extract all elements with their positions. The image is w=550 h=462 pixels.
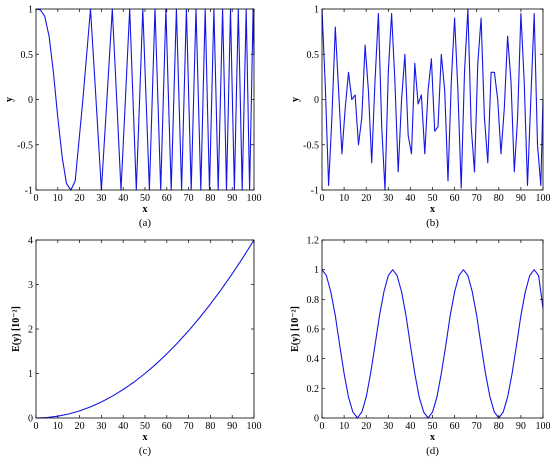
x-tick-label: 60 — [162, 193, 172, 204]
x-tick-label: 60 — [450, 421, 460, 432]
y-tick-label: 1 — [28, 5, 33, 16]
x-tick-label: 20 — [361, 193, 371, 204]
y-axis-label: y — [290, 97, 301, 102]
x-tick-label: 40 — [118, 421, 128, 432]
x-tick-label: 20 — [75, 421, 85, 432]
series-line — [321, 8, 544, 191]
x-tick-label: 50 — [140, 421, 150, 432]
x-tick-label: 10 — [339, 193, 349, 204]
y-tick-label: 0.5 — [307, 50, 320, 61]
x-tick-label: 100 — [536, 193, 550, 204]
y-tick-label: 0 — [314, 414, 319, 425]
x-tick-label: 20 — [361, 421, 371, 432]
x-tick-label: 0 — [320, 421, 325, 432]
x-tick-label: 60 — [450, 193, 460, 204]
x-tick-label: 70 — [472, 193, 482, 204]
x-tick-label: 0 — [320, 193, 325, 204]
y-tick-label: -1 — [311, 186, 319, 197]
x-tick-label: 60 — [162, 421, 172, 432]
panel-b: 0 10 20 30 40 50 60 70 80 90 100 -1 -0.5 0 0.5 1 x y (b) — [290, 5, 550, 230]
x-axis-label: x — [430, 432, 435, 443]
x-tick-label: 80 — [205, 421, 215, 432]
x-tick-label: 100 — [247, 193, 262, 204]
x-tick-label: 80 — [494, 193, 504, 204]
series-line — [35, 8, 255, 191]
x-tick-label: 90 — [516, 421, 526, 432]
x-tick-label: 80 — [494, 421, 504, 432]
y-tick-label: -0.5 — [17, 140, 33, 151]
x-tick-label: 100 — [247, 421, 262, 432]
x-tick-label: 90 — [227, 193, 237, 204]
panel-caption: (d) — [426, 445, 439, 457]
x-tick-label: 50 — [140, 193, 150, 204]
y-axis-label: E(y) [10⁻²] — [290, 306, 301, 352]
x-tick-label: 10 — [53, 193, 63, 204]
plot-frame — [321, 239, 544, 419]
x-tick-label: 30 — [383, 193, 393, 204]
y-tick-label: 0 — [314, 95, 319, 106]
x-tick-label: 70 — [184, 421, 194, 432]
y-tick-label: 0.2 — [307, 384, 320, 395]
panel-d: 0 10 20 30 40 50 60 70 80 90 100 0 0.2 0.4 0.6 0.8 1 1.2 x… — [290, 236, 550, 458]
x-tick-label: 30 — [383, 421, 393, 432]
x-axis-label: x — [143, 432, 148, 443]
y-axis-label: y — [4, 97, 15, 102]
x-tick-label: 10 — [339, 421, 349, 432]
y-tick-label: 0 — [28, 95, 33, 106]
y-axis-label: E(y) [10⁻²] — [11, 306, 22, 352]
x-tick-label: 90 — [516, 193, 526, 204]
x-tick-label: 20 — [75, 193, 85, 204]
y-tick-label: 0.6 — [307, 325, 320, 336]
x-tick-label: 80 — [205, 193, 215, 204]
y-tick-label: 3 — [28, 280, 33, 291]
y-tick-label: -0.5 — [303, 140, 319, 151]
y-tick-label: 1 — [314, 5, 319, 16]
panel-caption: (a) — [139, 217, 152, 229]
y-tick-label: -1 — [25, 186, 33, 197]
x-tick-label: 90 — [227, 421, 237, 432]
x-tick-label: 70 — [472, 421, 482, 432]
y-tick-label: 1 — [28, 369, 33, 380]
x-tick-label: 0 — [34, 193, 39, 204]
series-line — [321, 269, 544, 419]
x-tick-label: 30 — [96, 193, 106, 204]
x-tick-label: 40 — [405, 193, 415, 204]
x-tick-label: 30 — [96, 421, 106, 432]
y-tick-label: 1 — [314, 265, 319, 276]
series-line — [35, 239, 255, 419]
y-tick-label: 0.4 — [307, 354, 320, 365]
panel-caption: (b) — [426, 217, 439, 229]
x-tick-label: 70 — [184, 193, 194, 204]
panel-caption: (c) — [139, 445, 152, 457]
y-tick-label: 2 — [28, 325, 33, 336]
y-tick-label: 0.5 — [21, 50, 34, 61]
x-tick-label: 40 — [405, 421, 415, 432]
x-axis-label: x — [143, 204, 148, 215]
y-tick-label: 4 — [28, 236, 33, 247]
x-tick-label: 10 — [53, 421, 63, 432]
panel-a: 0 10 20 30 40 50 60 70 80 90 100 -1 -0.5 0 0.5 1 x y (a) — [4, 5, 262, 230]
y-tick-label: 0 — [28, 414, 33, 425]
y-tick-label: 1.2 — [307, 236, 320, 247]
x-tick-label: 40 — [118, 193, 128, 204]
x-tick-label: 50 — [428, 421, 438, 432]
plot-frame — [35, 8, 255, 191]
plot-frame — [35, 239, 255, 419]
x-tick-label: 0 — [34, 421, 39, 432]
x-tick-label: 100 — [536, 421, 550, 432]
panel-c: 0 10 20 30 40 50 60 70 80 90 100 0 1 2 3 4 x E(y) [10⁻²] (… — [11, 236, 262, 458]
y-tick-label: 0.8 — [307, 295, 320, 306]
x-axis-label: x — [430, 204, 435, 215]
x-tick-label: 50 — [428, 193, 438, 204]
